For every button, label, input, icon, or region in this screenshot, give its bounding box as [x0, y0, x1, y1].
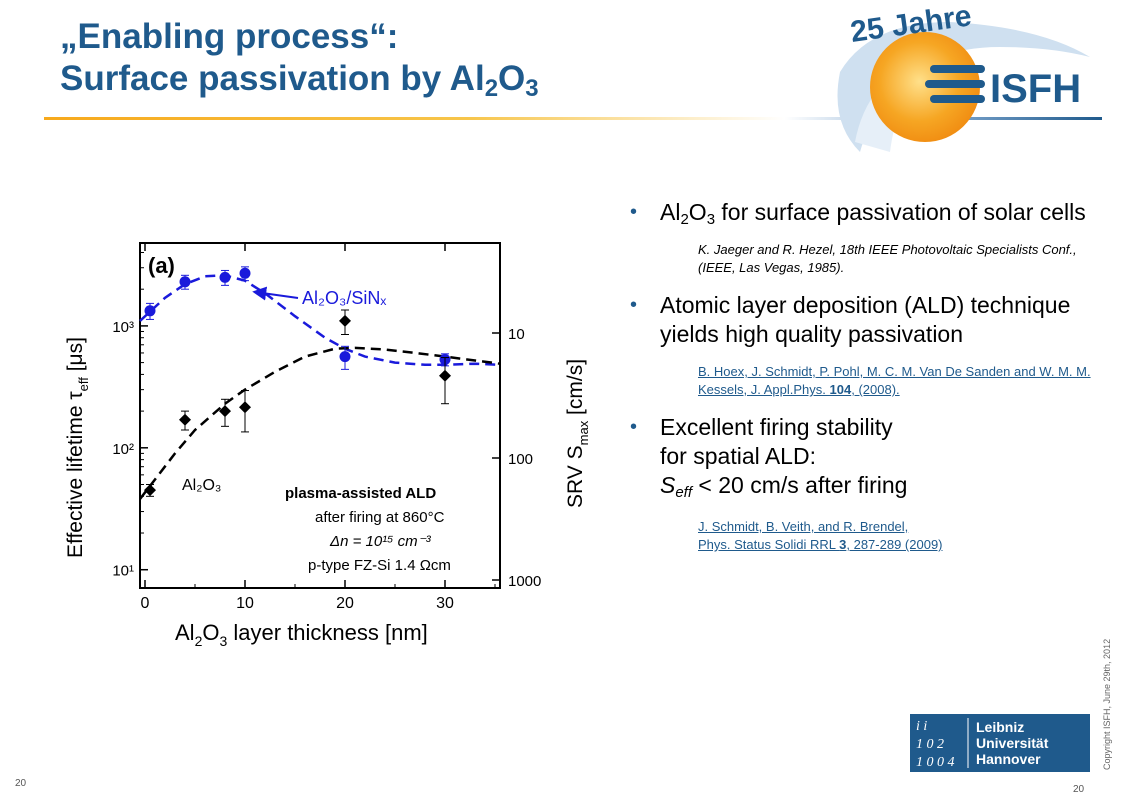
slide-title-line2: Surface passivation by Al2O3: [60, 58, 539, 102]
svg-text:i i: i i: [916, 719, 927, 734]
isfh-logo: 25 Jahre ISFH: [837, 2, 1090, 152]
legend-al2o3: Al₂O₃: [182, 477, 221, 494]
bullet-sub: eff: [675, 484, 693, 501]
title-text: Surface passivation by Al: [60, 59, 485, 98]
data-point-al2o3: [179, 413, 191, 426]
legend-arrow: [252, 286, 299, 301]
data-point-al2o3-sinx: [219, 271, 231, 283]
x-tick-label: 30: [436, 595, 454, 612]
data-point-al2o3-sinx: [339, 351, 351, 363]
luh-line3: Hannover: [976, 751, 1041, 767]
page-number-left: 20: [15, 778, 27, 789]
x-tick-label: 0: [141, 595, 150, 612]
copyright-text: Copyright ISFH, June 29th, 2012: [1102, 638, 1112, 770]
y-axis-title: Effective lifetime τeff [μs]: [64, 337, 91, 558]
bullet-text: < 20 cm/s after firing: [692, 472, 908, 498]
luh-line1: Leibniz: [976, 719, 1024, 735]
y2-axis-title: SRV Smax [cm/s]: [564, 359, 591, 508]
y-tick-label: 10³: [112, 319, 134, 336]
annotation-line: p-type FZ-Si 1.4 Ωcm: [308, 557, 451, 574]
annotation-line: plasma-assisted ALD: [285, 485, 436, 502]
bullet-dot-icon: •: [630, 416, 638, 438]
bullet-sub: 2: [680, 211, 689, 228]
bullet-text: for spatial ALD:: [660, 443, 816, 469]
reference-3: J. Schmidt, B. Veith, and R. Brendel, Ph…: [698, 518, 1098, 554]
title-sub: 3: [525, 75, 539, 102]
page-number-right: 20: [1073, 784, 1085, 795]
title-sub: 2: [484, 75, 499, 102]
slide-title-line1: „Enabling process“:: [60, 17, 399, 56]
svg-text:1 0 2: 1 0 2: [916, 737, 944, 752]
bullet-item: • Al2O3 for surface passivation of solar…: [628, 198, 1098, 227]
title-text: O: [498, 59, 526, 98]
data-point-al2o3: [439, 369, 451, 382]
y2-tick-label: 10: [508, 326, 525, 343]
data-point-al2o3: [339, 314, 351, 327]
bullet-dot-icon: •: [630, 294, 638, 316]
data-point-al2o3: [144, 484, 156, 497]
reference-1: K. Jaeger and R. Hezel, 18th IEEE Photov…: [698, 242, 1077, 275]
svg-text:1 0 0 4: 1 0 0 4: [916, 755, 955, 770]
bullet-text: S: [660, 472, 676, 498]
data-marks: [144, 266, 451, 497]
title-divider: [44, 117, 1102, 120]
fit-curve: [139, 274, 501, 367]
luh-line2: Universität: [976, 735, 1049, 751]
axis-ticks: 0 10 20 30 10¹ 10² 10³ 10 100 1000: [112, 243, 541, 612]
data-point-al2o3-sinx: [144, 305, 156, 317]
annotation-line: Δn = 10¹⁵ cm⁻³: [329, 533, 432, 550]
bullet-text: O: [688, 199, 707, 225]
logo-name-text: ISFH: [990, 67, 1081, 111]
luh-logo: i i 1 0 2 1 0 0 4 Leibniz Universität Hann…: [910, 714, 1090, 772]
y2-tick-label: 1000: [508, 573, 541, 590]
slide-title: „Enabling process“: Surface passivation …: [60, 16, 539, 102]
y2-tick-label: 100: [508, 451, 533, 468]
bullet-text: Excellent firing stability: [660, 414, 893, 440]
reference-2-link[interactable]: B. Hoex, J. Schmidt, P. Pohl, M. C. M. V…: [698, 364, 1091, 397]
x-tick-label: 10: [236, 595, 254, 612]
data-point-al2o3: [219, 405, 231, 418]
bullet-item: • Atomic layer deposition (ALD) techniqu…: [628, 291, 1098, 349]
reference-2: B. Hoex, J. Schmidt, P. Pohl, M. C. M. V…: [698, 363, 1098, 399]
reference-3-link[interactable]: J. Schmidt, B. Veith, and R. Brendel, Ph…: [698, 519, 943, 552]
annotation-box: plasma-assisted ALD after firing at 860°…: [285, 485, 451, 574]
data-point-al2o3: [239, 401, 251, 414]
plot-frame: [139, 242, 501, 589]
data-point-al2o3-sinx: [239, 267, 251, 279]
bullet-text: for surface passivation of solar cells: [715, 199, 1086, 225]
bullet-dot-icon: •: [630, 201, 638, 223]
y-tick-label: 10²: [112, 441, 134, 458]
bullet-item: • Excellent firing stability for spatial…: [628, 413, 1098, 500]
fit-curves: [139, 274, 501, 500]
y-tick-label: 10¹: [112, 563, 134, 580]
bullet-list: • Al2O3 for surface passivation of solar…: [628, 198, 1098, 568]
x-tick-label: 20: [336, 595, 354, 612]
bullet-sub: 3: [706, 211, 716, 228]
lifetime-chart: 0 10 20 30 10¹ 10² 10³ 10 100 1000 (a) Al₂O₃/SiNₓ…: [64, 242, 591, 649]
data-point-al2o3-sinx: [179, 276, 191, 288]
fit-curve: [139, 346, 501, 500]
legend-al2o3-sinx: Al₂O₃/SiNₓ: [302, 288, 386, 308]
annotation-line: after firing at 860°C: [315, 509, 445, 526]
bullet-text: Al: [660, 199, 681, 225]
x-axis-title: Al2O3 layer thickness [nm]: [175, 620, 428, 649]
bullet-text: Atomic layer deposition (ALD) technique …: [660, 292, 1071, 347]
panel-label: (a): [148, 253, 175, 278]
